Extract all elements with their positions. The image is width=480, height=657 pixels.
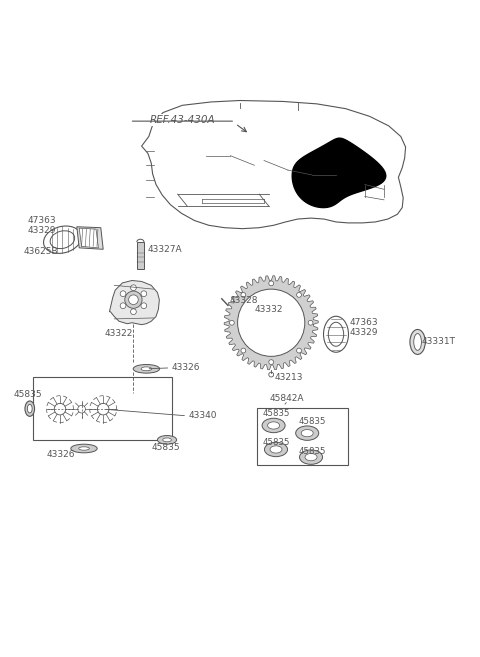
Polygon shape <box>77 227 103 249</box>
Text: 47363
43329: 47363 43329 <box>28 215 57 235</box>
Circle shape <box>120 291 126 296</box>
Ellipse shape <box>328 323 344 346</box>
Circle shape <box>78 405 85 413</box>
Circle shape <box>241 348 246 353</box>
Text: 45842A: 45842A <box>270 394 304 403</box>
Ellipse shape <box>25 401 35 417</box>
Text: 45835: 45835 <box>299 417 326 426</box>
Circle shape <box>131 285 136 290</box>
Circle shape <box>269 372 274 377</box>
Text: 47363
43329: 47363 43329 <box>349 318 378 337</box>
Ellipse shape <box>300 450 323 464</box>
Circle shape <box>97 403 109 415</box>
Bar <box>33 378 172 440</box>
Text: 43332: 43332 <box>254 305 283 314</box>
Text: 43340: 43340 <box>189 411 217 420</box>
Circle shape <box>308 321 313 325</box>
Polygon shape <box>292 138 386 208</box>
Circle shape <box>54 403 66 415</box>
Polygon shape <box>109 281 159 325</box>
Polygon shape <box>137 242 144 269</box>
Circle shape <box>120 303 126 309</box>
Text: 43327A: 43327A <box>148 245 182 254</box>
Text: 43331T: 43331T <box>421 338 456 346</box>
Text: 45835: 45835 <box>151 443 180 452</box>
Ellipse shape <box>414 334 421 350</box>
Circle shape <box>229 321 234 325</box>
Text: 45835: 45835 <box>263 409 290 419</box>
Ellipse shape <box>133 365 159 373</box>
Circle shape <box>141 291 147 296</box>
Text: 43326: 43326 <box>171 363 200 373</box>
Text: 45835: 45835 <box>13 390 42 399</box>
Text: 43625B: 43625B <box>24 247 59 256</box>
Text: 45835: 45835 <box>263 438 290 447</box>
Circle shape <box>241 292 246 298</box>
Ellipse shape <box>267 422 279 429</box>
Ellipse shape <box>410 329 425 354</box>
Ellipse shape <box>262 419 285 433</box>
Circle shape <box>131 309 136 315</box>
Bar <box>257 408 348 465</box>
Ellipse shape <box>71 444 97 453</box>
Text: 43328: 43328 <box>229 296 258 305</box>
Text: 43322: 43322 <box>105 328 133 338</box>
Text: 43326: 43326 <box>47 450 75 459</box>
Ellipse shape <box>50 231 75 248</box>
Ellipse shape <box>157 436 177 444</box>
Circle shape <box>269 281 274 286</box>
Text: 43213: 43213 <box>275 373 303 382</box>
Circle shape <box>125 291 142 308</box>
Polygon shape <box>224 276 318 370</box>
Polygon shape <box>79 228 98 248</box>
Ellipse shape <box>264 442 288 457</box>
Circle shape <box>238 289 305 356</box>
Text: 45835: 45835 <box>299 447 326 457</box>
Text: REF.43-430A: REF.43-430A <box>150 115 215 125</box>
Ellipse shape <box>301 430 313 437</box>
Ellipse shape <box>270 446 282 453</box>
Ellipse shape <box>163 438 171 442</box>
Circle shape <box>297 292 301 298</box>
Circle shape <box>297 348 301 353</box>
Circle shape <box>129 295 138 304</box>
Ellipse shape <box>79 447 89 450</box>
Ellipse shape <box>305 453 317 461</box>
Ellipse shape <box>141 367 152 371</box>
Circle shape <box>269 359 274 365</box>
Ellipse shape <box>296 426 319 440</box>
Circle shape <box>141 303 147 309</box>
Ellipse shape <box>27 404 32 413</box>
